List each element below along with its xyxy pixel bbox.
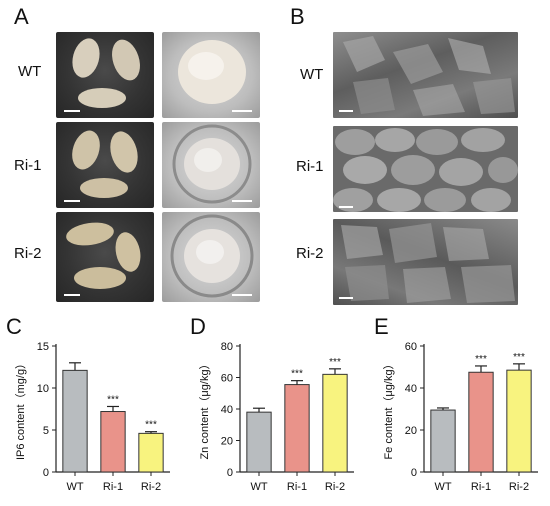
bar-ri-2: [138, 432, 164, 473]
x-tick-label: Ri-1: [287, 481, 307, 493]
y-tick-label: 20: [221, 436, 233, 448]
bar-ri-1: [284, 384, 310, 473]
x-tick-label: Ri-1: [471, 481, 491, 493]
section-photo-ri1: [162, 122, 260, 208]
x-tick-label: Ri-2: [141, 481, 161, 493]
y-axis-title: Fe content（μg/kg）: [382, 358, 395, 459]
significance-label: ***: [513, 352, 525, 363]
bar-ri-1: [468, 371, 494, 473]
ip6-content-chart: 0 5 10 15 IP6 content（mg/g） WT *** Ri-1 *** Ri-2: [14, 341, 170, 493]
significance-label: ***: [107, 394, 119, 405]
sem-texture-wt: [339, 36, 515, 116]
x-tick-label: WT: [66, 481, 83, 493]
significance-label: ***: [291, 369, 303, 380]
row-label-ri1-a: Ri-1: [14, 157, 42, 174]
y-tick-label: 0: [43, 467, 49, 479]
x-tick-label: WT: [434, 481, 451, 493]
sem-texture-ri1: [333, 128, 518, 212]
y-tick-label: 40: [221, 404, 233, 416]
y-axis-title: IP6 content（mg/g）: [14, 358, 27, 460]
x-tick-label: Ri-1: [103, 481, 123, 493]
significance-label: ***: [475, 354, 487, 365]
panel-letter-e: E: [374, 314, 389, 339]
sem-image-ri1: [333, 126, 518, 212]
zn-content-chart: 0 20 40 60 80 Zn content（μg/kg） WT *** Ri-1 *** Ri…: [198, 341, 354, 493]
seed-grains-wt: [64, 38, 140, 112]
row-label-ri2-b: Ri-2: [296, 245, 324, 262]
bar-ri-2: [322, 373, 348, 473]
y-tick-label: 0: [411, 467, 417, 479]
y-tick-label: 80: [221, 341, 233, 353]
seed-photo-ri1: [56, 122, 154, 208]
row-label-ri1-b: Ri-1: [296, 158, 324, 175]
panel-letter-b: B: [290, 4, 305, 29]
significance-label: ***: [329, 357, 341, 368]
y-tick-label: 15: [37, 341, 49, 353]
sem-image-ri2: [333, 219, 518, 305]
section-photo-wt: [162, 32, 260, 118]
bar-ri-2: [506, 369, 532, 473]
row-label-ri2-a: Ri-2: [14, 245, 42, 262]
y-tick-label: 20: [405, 425, 417, 437]
row-label-wt-a: WT: [18, 63, 42, 80]
x-tick-label: WT: [250, 481, 267, 493]
y-tick-label: 60: [221, 373, 233, 385]
y-tick-label: 0: [227, 467, 233, 479]
section-grain-wt: [178, 40, 252, 112]
bar-wt: [430, 409, 456, 473]
panel-letter-d: D: [190, 314, 206, 339]
y-axis-title: Zn content（μg/kg）: [198, 358, 211, 459]
row-label-wt-b: WT: [300, 66, 324, 83]
section-grain-ri1: [172, 124, 252, 204]
y-tick-label: 10: [37, 383, 49, 395]
section-grain-ri2: [170, 214, 254, 298]
bar-wt: [246, 411, 272, 473]
seed-photo-ri2: [56, 212, 154, 302]
seed-photo-wt: [56, 32, 154, 118]
x-tick-label: Ri-2: [325, 481, 345, 493]
x-tick-label: Ri-2: [509, 481, 529, 493]
section-photo-ri2: [162, 212, 260, 302]
seed-grains-ri1: [64, 130, 138, 202]
y-tick-label: 60: [405, 341, 417, 353]
significance-label: ***: [145, 420, 157, 431]
sem-texture-ri2: [339, 223, 515, 303]
fe-content-chart: 0 20 40 60 Fe content（μg/kg） WT *** Ri-1 *** Ri-2: [382, 341, 538, 493]
y-tick-label: 40: [405, 383, 417, 395]
bar-ri-1: [100, 411, 126, 473]
seed-grains-ri2: [64, 222, 141, 296]
panel-letter-a: A: [14, 4, 29, 29]
sem-image-wt: [333, 32, 518, 118]
panel-letter-c: C: [6, 314, 22, 339]
bar-wt: [62, 369, 88, 473]
y-tick-label: 5: [43, 425, 49, 437]
